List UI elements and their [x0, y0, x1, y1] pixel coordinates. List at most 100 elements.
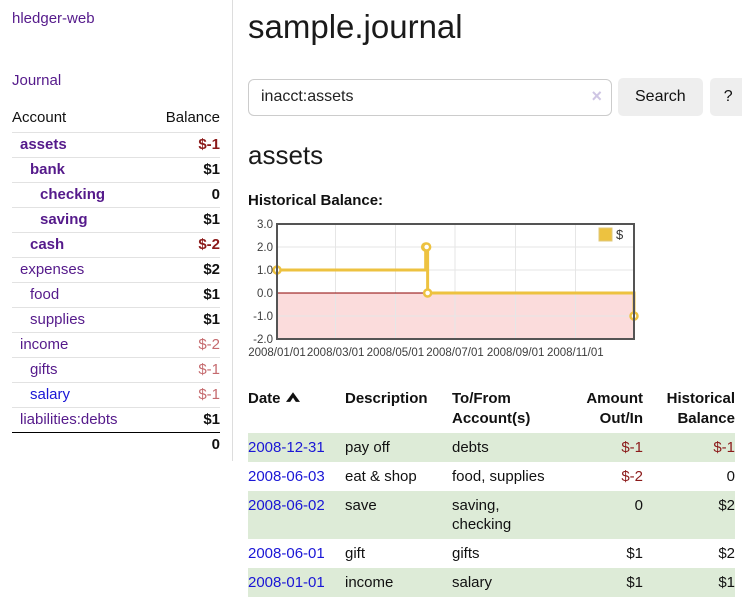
accounts-total-row: 0: [12, 432, 220, 458]
account-row: bank $1: [12, 157, 220, 183]
transaction-row: 2008-06-03 eat & shop food, supplies $-2 0: [248, 462, 735, 491]
register-table: Date Description To/From Account(s) Amou…: [248, 385, 735, 597]
accounts-table: Account Balance assets $-1 bank $1 checking 0…: [12, 106, 220, 457]
account-row: supplies $1: [12, 307, 220, 333]
transaction-accounts-cell: saving, checking: [452, 497, 512, 533]
x-axis-tick-label: 2008/01/01: [248, 347, 306, 359]
account-cell: salary: [12, 383, 149, 408]
account-link-bank[interactable]: bank: [30, 161, 66, 178]
transaction-date-cell: 2008-06-03: [248, 462, 345, 491]
account-link-assets[interactable]: assets: [20, 136, 67, 153]
transaction-date-link[interactable]: 2008-06-03: [248, 468, 325, 485]
transaction-balance-cell: 0: [726, 468, 735, 485]
account-link-expenses[interactable]: expenses: [20, 261, 85, 278]
transaction-description-cell: pay off: [345, 439, 390, 456]
accounts-header-account: Account: [12, 109, 67, 126]
transaction-row: 2008-06-02 save saving, checking 0 $2: [248, 491, 735, 539]
transaction-amount-cell: $1: [626, 545, 643, 562]
y-axis-tick-label: 2.0: [257, 242, 273, 254]
app-brand-link[interactable]: hledger-web: [12, 10, 95, 27]
chart-label: Historical Balance:: [248, 192, 384, 209]
account-row: salary $-1: [12, 382, 220, 408]
account-link-gifts[interactable]: gifts: [30, 361, 58, 378]
transaction-date-cell: 2008-12-31: [248, 433, 345, 462]
account-link-liabilities-debts[interactable]: liabilities:debts: [20, 411, 118, 428]
account-link-food[interactable]: food: [30, 286, 60, 303]
account-balance: $1: [203, 286, 220, 303]
register-header-accounts: To/From Account(s): [452, 390, 531, 427]
search-button[interactable]: Search: [618, 78, 703, 116]
account-link-income[interactable]: income: [20, 336, 69, 353]
data-point-marker: [422, 288, 433, 298]
account-link-salary[interactable]: salary: [30, 386, 71, 403]
accounts-total-spacer: [12, 433, 149, 458]
account-balance: $-1: [198, 136, 220, 153]
legend-label: $: [616, 227, 624, 242]
transaction-description-cell: income: [345, 574, 394, 591]
x-axis-tick-label: 2008/07/01: [426, 347, 484, 359]
account-cell: gifts: [12, 358, 149, 383]
search-input[interactable]: [248, 78, 612, 116]
account-cell: income: [12, 333, 149, 358]
account-balance: $1: [203, 161, 220, 178]
account-balance: $-1: [198, 361, 220, 378]
register-header-date[interactable]: Date: [248, 385, 345, 433]
transaction-accounts-cell: salary: [452, 574, 493, 591]
register-header-row: Date Description To/From Account(s) Amou…: [248, 385, 735, 433]
help-button[interactable]: ?: [709, 78, 742, 116]
sidebar-item-journal[interactable]: Journal: [12, 72, 62, 89]
x-axis-tick-label: 2008/05/01: [367, 347, 425, 359]
account-link-checking[interactable]: checking: [40, 186, 106, 203]
transaction-amount-cell: $-2: [621, 468, 643, 485]
transaction-date-cell: 2008-01-01: [248, 568, 345, 597]
account-cell: liabilities:debts: [12, 408, 149, 433]
account-cell: saving: [12, 208, 149, 233]
clear-search-icon[interactable]: ×: [591, 85, 602, 106]
y-axis-tick-label: 1.0: [257, 265, 273, 277]
transaction-accounts-cell: debts: [452, 439, 489, 456]
register-header-balance: Historical Balance: [666, 390, 735, 427]
account-cell: cash: [12, 233, 149, 258]
transaction-date-link[interactable]: 2008-12-31: [248, 439, 325, 456]
transaction-row: 2008-12-31 pay off debts $-1 $-1: [248, 433, 735, 462]
account-link-cash[interactable]: cash: [30, 236, 65, 253]
account-cell: supplies: [12, 308, 149, 333]
account-balance: 0: [211, 186, 220, 203]
sort-ascending-icon: [285, 392, 300, 402]
y-axis-tick-label: 0.0: [257, 288, 273, 300]
account-link-saving[interactable]: saving: [40, 211, 88, 228]
accounts-header-row: Account Balance: [12, 106, 220, 133]
account-row: checking 0: [12, 182, 220, 208]
transaction-date-link[interactable]: 2008-06-02: [248, 497, 325, 514]
account-page-title: assets: [248, 140, 324, 170]
date-header-label: Date: [248, 390, 281, 407]
x-axis-tick-label: 2008/09/01: [487, 347, 545, 359]
data-point-marker: [421, 242, 432, 252]
page-title: sample.journal: [248, 8, 463, 45]
account-row: cash $-2: [12, 232, 220, 258]
account-balance: $1: [203, 311, 220, 328]
register-header-description: Description: [345, 390, 428, 407]
transaction-amount-cell: 0: [634, 497, 643, 514]
transaction-date-cell: 2008-06-02: [248, 491, 345, 539]
account-balance: $-2: [198, 236, 220, 253]
y-axis-tick-label: -1.0: [253, 311, 273, 323]
transaction-amount-cell: $-1: [621, 439, 643, 456]
account-cell: checking: [12, 183, 149, 208]
account-balance: $1: [203, 211, 220, 228]
account-cell: bank: [12, 158, 149, 183]
transaction-description-cell: gift: [345, 545, 366, 562]
y-axis-tick-label: 3.0: [257, 219, 273, 231]
sidebar: hledger-web Journal Account Balance asse…: [0, 0, 233, 461]
account-row: assets $-1: [12, 132, 220, 158]
transaction-balance-cell: $1: [718, 574, 735, 591]
account-cell: assets: [12, 133, 149, 158]
transaction-date-link[interactable]: 2008-06-01: [248, 545, 325, 562]
account-link-supplies[interactable]: supplies: [30, 311, 86, 328]
x-axis-tick-label: 2008/03/01: [307, 347, 365, 359]
transaction-date-link[interactable]: 2008-01-01: [248, 574, 325, 591]
transaction-description-cell: eat & shop: [345, 468, 417, 485]
account-row: liabilities:debts $1: [12, 407, 220, 433]
transaction-balance-cell: $2: [718, 545, 735, 562]
